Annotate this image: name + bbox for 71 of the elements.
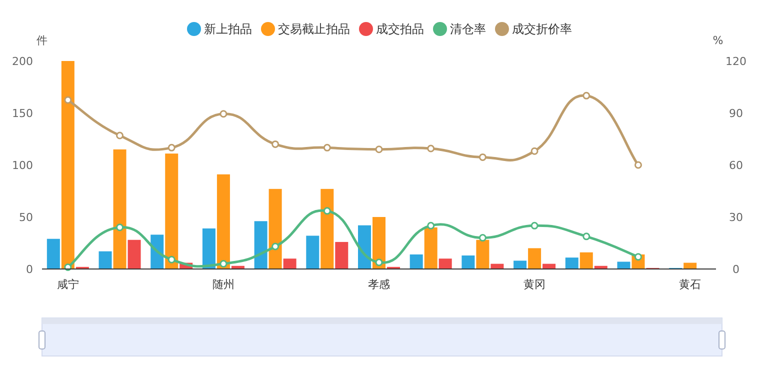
bar	[46, 238, 60, 269]
bar	[113, 149, 126, 269]
bar	[462, 255, 475, 269]
y2-axis-title: %	[712, 34, 724, 47]
y2-tick-label: 120	[726, 55, 746, 68]
bar	[61, 61, 74, 269]
legend-label: 交易截止拍品	[278, 22, 350, 36]
x-tick-label: 孝感	[368, 278, 390, 291]
y-tick-label: 100	[12, 159, 33, 172]
point	[427, 222, 435, 230]
legend-label: 清仓率	[450, 22, 486, 36]
point	[582, 92, 590, 100]
bar	[424, 227, 438, 269]
bar	[306, 236, 320, 269]
bar	[335, 242, 348, 269]
point	[375, 146, 383, 154]
bar	[528, 248, 542, 269]
bar	[320, 188, 334, 269]
point	[530, 147, 538, 155]
point	[634, 253, 642, 261]
bar	[565, 258, 578, 269]
legend-label: 新上拍品	[204, 22, 252, 36]
point	[478, 153, 486, 161]
bar	[410, 254, 423, 269]
bar	[216, 174, 230, 269]
x-tick-label: 黄冈	[524, 278, 546, 291]
point	[272, 140, 280, 148]
bar	[254, 221, 268, 269]
x-tick-label: 随州	[212, 278, 234, 291]
bar	[358, 225, 371, 269]
bar	[514, 260, 527, 269]
bar	[283, 258, 296, 269]
y2-tick-label: 90	[729, 107, 743, 120]
point	[375, 258, 383, 266]
bar	[268, 188, 282, 269]
point	[220, 110, 228, 118]
x-tick-label: 咸宁	[56, 278, 79, 291]
x-tick-label: 黄石	[679, 278, 702, 291]
bar	[372, 217, 386, 269]
point	[116, 132, 124, 140]
point	[634, 161, 642, 169]
bar	[438, 258, 452, 269]
point	[478, 234, 486, 242]
point	[427, 144, 435, 152]
bar	[476, 240, 490, 269]
point	[272, 242, 280, 250]
bar	[128, 240, 141, 269]
bar	[617, 262, 630, 269]
y-tick-label: 200	[12, 55, 33, 68]
point	[168, 256, 176, 264]
y-tick-label: 50	[19, 211, 33, 224]
bar	[165, 154, 178, 269]
point	[323, 144, 331, 152]
bar	[580, 252, 593, 269]
point	[116, 224, 124, 232]
y2-tick-label: 30	[729, 211, 743, 224]
y-tick-label: 150	[12, 107, 33, 120]
legend-label: 成交折价率	[512, 22, 572, 36]
point	[64, 96, 72, 104]
bar	[98, 251, 112, 269]
legend-label: 成交拍品	[376, 22, 424, 36]
y-axis-title: 件	[36, 34, 48, 47]
point	[168, 144, 176, 152]
point	[530, 222, 538, 230]
bar	[202, 228, 216, 269]
y-tick-label: 0	[26, 263, 33, 276]
point	[323, 207, 331, 215]
point	[220, 260, 228, 268]
y2-tick-label: 60	[729, 159, 743, 172]
point	[582, 232, 590, 240]
y2-tick-label: 0	[732, 263, 740, 276]
